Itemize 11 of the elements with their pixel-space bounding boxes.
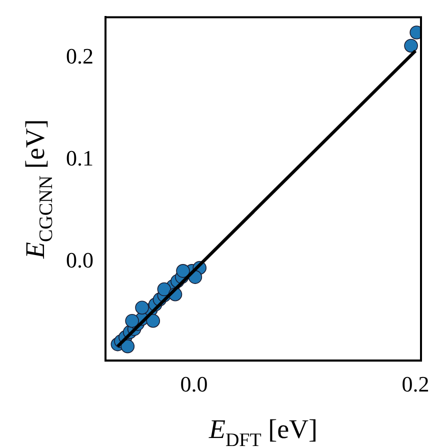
y-tick-label: 0.2	[66, 44, 94, 69]
point	[176, 264, 190, 278]
point	[146, 314, 160, 328]
point	[125, 314, 139, 328]
point	[157, 282, 172, 296]
y-tick-label: 0.1	[66, 146, 94, 171]
y-tick-label: 0.0	[66, 248, 94, 273]
y-axis-title: ECGCNN [eV]	[20, 119, 58, 260]
point	[120, 339, 135, 354]
point	[135, 300, 149, 315]
point	[404, 38, 418, 53]
